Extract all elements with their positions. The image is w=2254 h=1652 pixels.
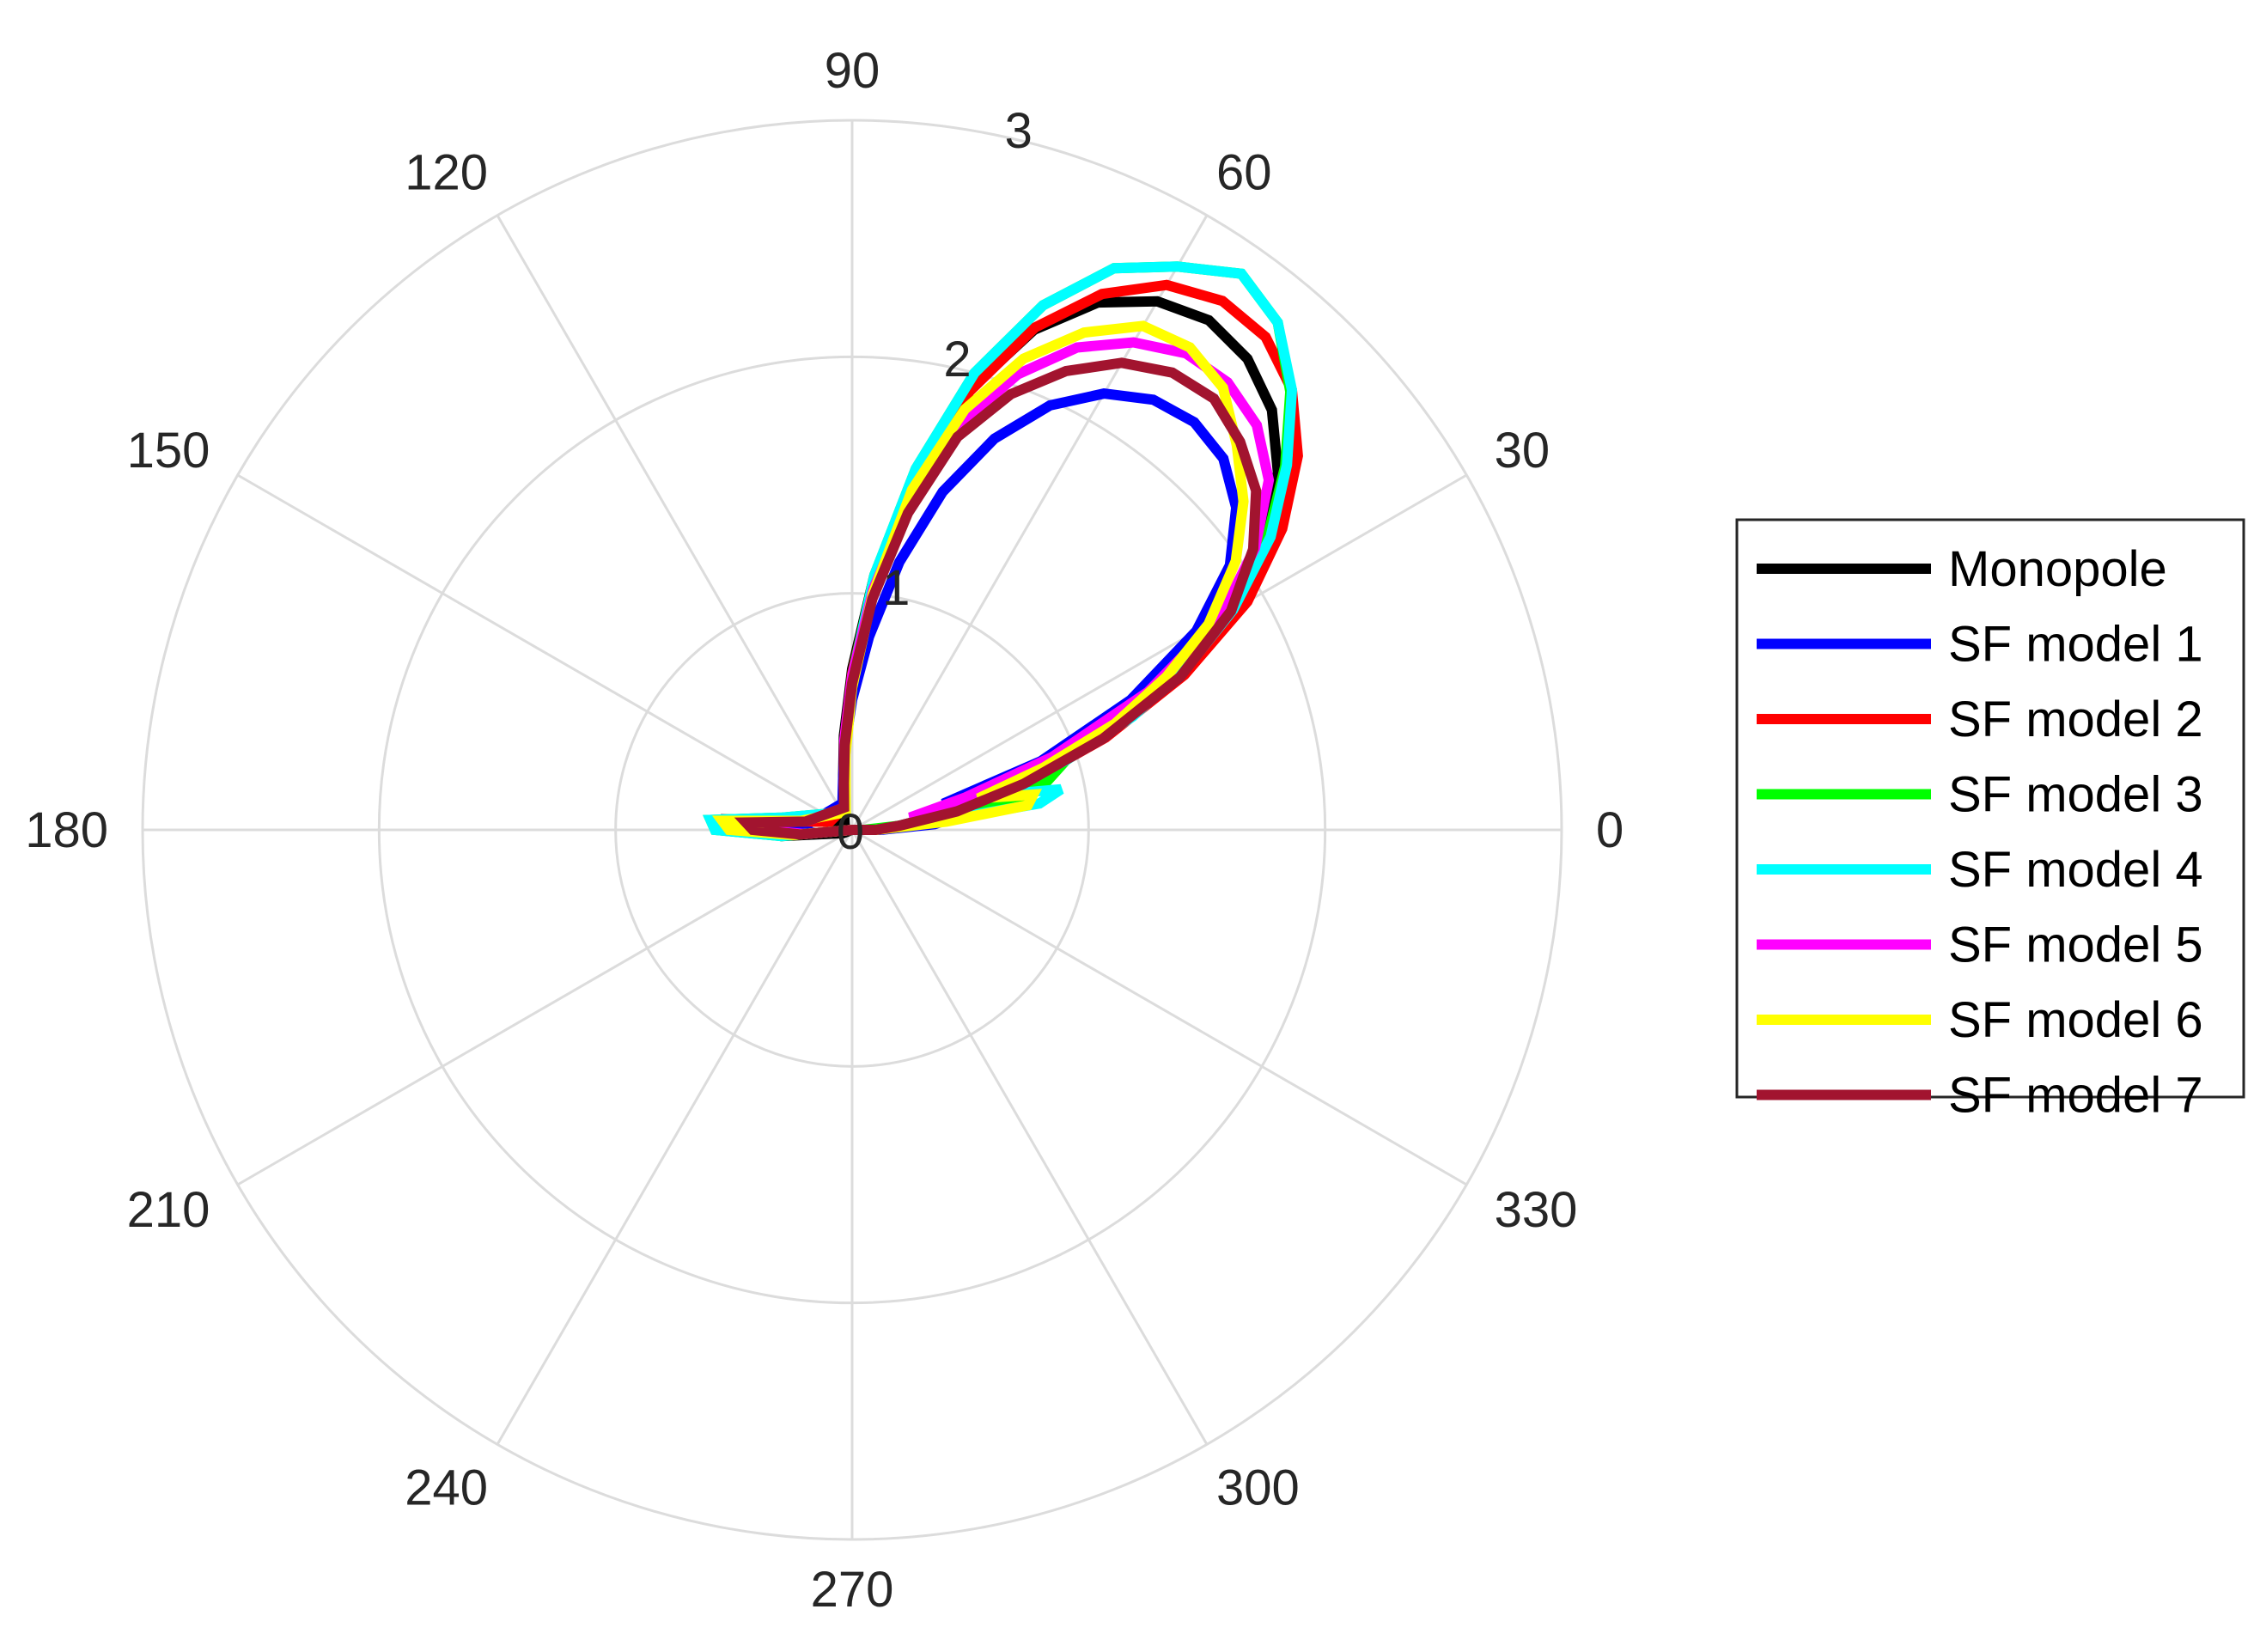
grid-spoke-150 [236, 473, 853, 832]
legend-label: SF model 4 [1948, 842, 2203, 898]
legend-items: Monopole SF model 1 SF model 2 SF model 3 SF… [1757, 541, 2203, 1124]
radius-tick-label: 1 [882, 560, 910, 616]
grid-spoke-30 [851, 473, 1468, 832]
grid-spoke-60 [850, 214, 1209, 831]
angle-tick-label: 90 [825, 43, 880, 99]
series-line-8 [734, 357, 1262, 840]
angle-tick-label: 330 [1495, 1182, 1578, 1238]
angle-tick-label: 270 [811, 1562, 894, 1618]
angle-tick-label: 120 [405, 144, 488, 200]
legend-label: SF model 5 [1948, 917, 2203, 973]
legend-label: SF model 7 [1948, 1068, 2203, 1124]
legend-label: SF model 2 [1948, 692, 2203, 747]
legend: Monopole SF model 1 SF model 2 SF model 3 SF… [1735, 518, 2245, 1124]
data-series [703, 261, 1303, 842]
grid-spoke-210 [236, 828, 853, 1186]
grid-spoke-300 [850, 829, 1209, 1446]
grid-spoke-120 [496, 214, 854, 831]
legend-label: Monopole [1948, 541, 2167, 597]
angle-tick-label: 180 [25, 802, 108, 858]
angle-tick-label: 240 [405, 1460, 488, 1516]
angle-tick-label: 150 [127, 423, 210, 479]
angle-tick-label: 210 [127, 1182, 210, 1238]
legend-label: SF model 3 [1948, 767, 2203, 823]
series-line-2 [756, 388, 1242, 838]
radius-tick-label: 0 [837, 804, 864, 860]
series-line-5 [703, 261, 1298, 842]
angle-tick-label: 300 [1216, 1460, 1300, 1516]
grid-spoke-240 [496, 829, 854, 1446]
grid-spoke-330 [851, 828, 1468, 1186]
radius-tick-labels: 0 1 2 3 [837, 103, 1033, 860]
legend-label: SF model 6 [1948, 992, 2203, 1048]
radius-tick-label: 2 [943, 332, 971, 387]
angle-tick-label: 60 [1216, 144, 1272, 200]
angle-tick-label: 30 [1495, 423, 1550, 479]
radius-tick-label: 3 [1005, 103, 1033, 159]
legend-box [1735, 518, 2245, 1099]
legend-label: SF model 1 [1948, 617, 2203, 673]
angle-tick-label: 0 [1596, 802, 1623, 858]
